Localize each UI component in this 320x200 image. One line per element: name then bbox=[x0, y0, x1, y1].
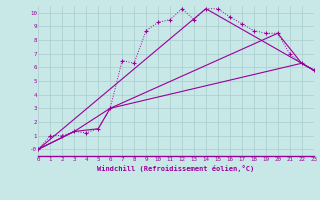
X-axis label: Windchill (Refroidissement éolien,°C): Windchill (Refroidissement éolien,°C) bbox=[97, 165, 255, 172]
